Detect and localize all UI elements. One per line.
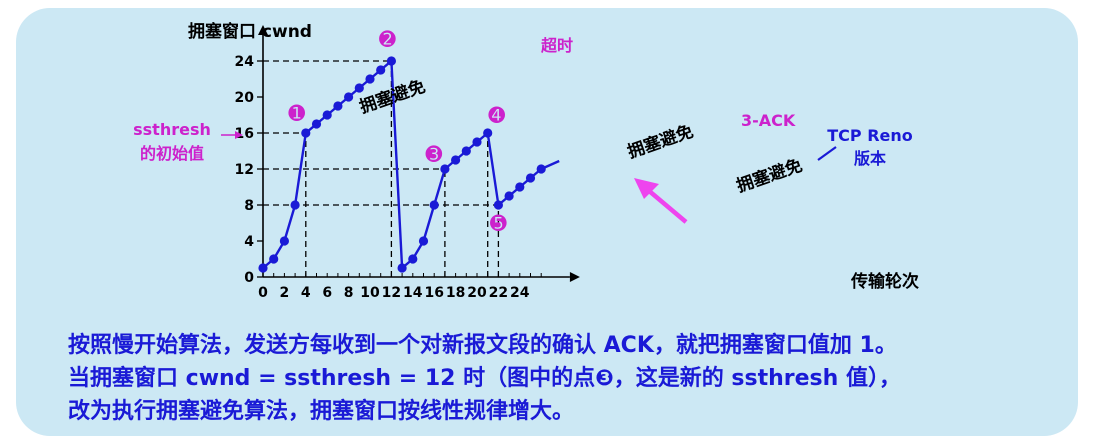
x-tick-label-0: 0 [258, 285, 268, 301]
data-point-19 [461, 146, 471, 156]
annotation-ssthresh: ssthresh [133, 120, 211, 139]
data-point-17 [440, 164, 450, 174]
data-point-18 [451, 155, 461, 165]
annotation-version: 版本 [853, 149, 886, 168]
marker-3: ➌ [426, 142, 443, 166]
x-tick-label-20: 20 [467, 285, 487, 301]
y-axis-label: 拥塞窗口 cwnd [188, 21, 312, 42]
x-axis-label: 传输轮次 [850, 271, 919, 292]
x-tick-label-10: 10 [360, 285, 380, 301]
data-point-22 [493, 200, 503, 210]
series-continuation-0 [540, 159, 560, 171]
data-point-21 [483, 128, 493, 138]
x-tick-label-14: 14 [403, 285, 423, 301]
data-point-25 [525, 173, 536, 183]
data-point-23 [504, 191, 514, 201]
data-point-9 [354, 83, 364, 93]
y-tick-label-8: 8 [244, 198, 254, 214]
annotation-ca-3: 拥塞避免 [734, 155, 805, 197]
data-point-24 [515, 182, 525, 192]
data-point-13 [397, 263, 407, 273]
data-point-2 [279, 236, 289, 246]
annotation-ca-2: 拥塞避免 [625, 121, 696, 163]
ssthresh-pointer-head [235, 131, 243, 139]
data-point-1 [269, 254, 279, 264]
x-tick-label-8: 8 [344, 285, 354, 301]
annotation-tcp-reno: TCP Reno [827, 126, 913, 145]
marker-1: ➊ [288, 101, 305, 125]
data-point-12 [386, 56, 396, 66]
y-tick-label-12: 12 [235, 162, 254, 178]
data-point-10 [365, 74, 375, 84]
data-point-11 [376, 65, 386, 75]
x-tick-label-24: 24 [510, 285, 530, 301]
data-point-14 [408, 254, 418, 264]
data-point-4 [301, 128, 311, 138]
x-tick-label-2: 2 [280, 285, 290, 301]
caption-line-3: 改为执行拥塞避免算法，拥塞窗口按线性规律增大。 [68, 399, 575, 424]
y-tick-label-0: 0 [244, 270, 254, 286]
annotation-ssthresh-initial: 的初始值 [140, 144, 204, 163]
y-tick-label-4: 4 [244, 234, 254, 250]
highlight-arrow-head [634, 178, 659, 199]
y-tick-label-20: 20 [235, 90, 255, 106]
data-point-20 [472, 137, 482, 147]
data-point-6 [322, 110, 332, 120]
data-point-3 [290, 200, 300, 210]
data-point-7 [333, 101, 343, 111]
x-tick-label-12: 12 [382, 285, 401, 301]
caption-line-2: 当拥塞窗口 cwnd = ssthresh = 12 时（图中的点❸，这是新的 … [68, 366, 901, 391]
data-point-0 [258, 263, 268, 273]
marker-2: ➋ [379, 27, 396, 51]
data-point-15 [418, 236, 429, 246]
y-tick-label-16: 16 [235, 126, 254, 142]
x-axis-arrow [569, 272, 580, 282]
x-tick-label-22: 22 [489, 285, 508, 301]
x-tick-label-16: 16 [424, 285, 443, 301]
annotation-timeout: 超时 [540, 36, 573, 55]
annotation-3ack: 3-ACK [741, 111, 796, 130]
data-point-5 [311, 119, 322, 129]
x-tick-label-6: 6 [322, 285, 332, 301]
y-axis-arrow [258, 25, 268, 35]
data-point-8 [344, 92, 354, 102]
chart-panel [16, 8, 1078, 436]
marker-4: ➍ [488, 103, 505, 127]
highlight-arrow-shaft [646, 188, 688, 224]
marker-5: ➎ [490, 211, 507, 235]
caption-line-1: 按照慢开始算法，发送方每收到一个对新报文段的确认 ACK，就把拥塞窗口值加 1。 [68, 333, 897, 358]
x-tick-label-4: 4 [301, 285, 311, 301]
y-tick-label-24: 24 [235, 54, 255, 70]
x-tick-label-18: 18 [446, 285, 465, 301]
data-point-16 [429, 200, 439, 210]
reno-pointer-line [817, 146, 837, 161]
